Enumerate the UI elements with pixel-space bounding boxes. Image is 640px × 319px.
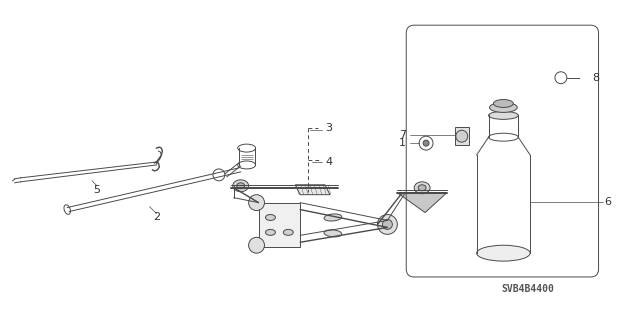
Circle shape bbox=[248, 195, 264, 211]
Text: 2: 2 bbox=[153, 212, 160, 222]
Circle shape bbox=[456, 130, 468, 142]
Polygon shape bbox=[295, 185, 330, 195]
Ellipse shape bbox=[324, 214, 342, 221]
Text: 4: 4 bbox=[325, 157, 332, 167]
Circle shape bbox=[248, 237, 264, 253]
Ellipse shape bbox=[284, 229, 293, 235]
Polygon shape bbox=[397, 193, 447, 212]
Bar bbox=[455, 127, 468, 145]
Text: 8: 8 bbox=[593, 73, 600, 83]
Text: 1: 1 bbox=[399, 138, 406, 148]
Ellipse shape bbox=[488, 111, 518, 119]
Text: SVB4B4400: SVB4B4400 bbox=[502, 284, 555, 294]
Ellipse shape bbox=[418, 185, 426, 191]
Ellipse shape bbox=[266, 229, 275, 235]
Ellipse shape bbox=[493, 100, 513, 108]
Text: 7: 7 bbox=[399, 130, 406, 140]
Ellipse shape bbox=[266, 214, 275, 220]
Ellipse shape bbox=[490, 102, 517, 112]
Ellipse shape bbox=[477, 245, 530, 261]
Circle shape bbox=[383, 219, 392, 229]
Ellipse shape bbox=[237, 183, 244, 189]
Circle shape bbox=[378, 214, 397, 234]
Text: 3: 3 bbox=[325, 123, 332, 133]
Circle shape bbox=[423, 140, 429, 146]
Text: 6: 6 bbox=[605, 197, 611, 207]
Bar bbox=[259, 203, 300, 247]
Text: 5: 5 bbox=[93, 185, 100, 195]
Ellipse shape bbox=[414, 182, 430, 194]
Ellipse shape bbox=[233, 180, 248, 192]
Ellipse shape bbox=[324, 230, 342, 237]
